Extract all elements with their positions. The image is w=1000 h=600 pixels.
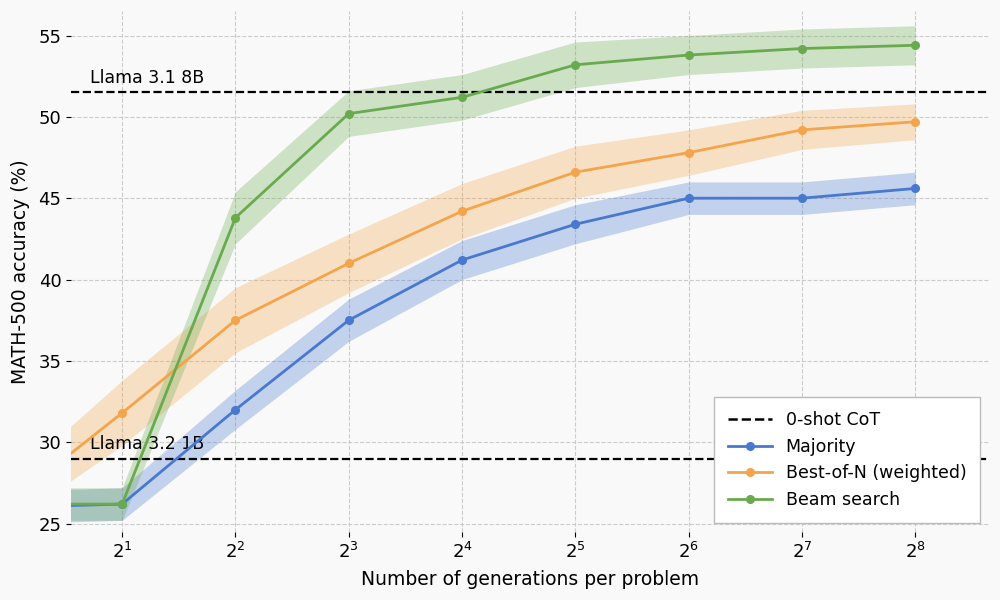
Best-of-N (weighted) [683,149,695,156]
Beam search [3,500,15,508]
Beam search [796,45,808,52]
Majority [796,194,808,202]
Best-of-N (weighted) [909,118,921,125]
Best-of-N (weighted) [569,169,581,176]
Majority [116,500,128,508]
Majority [909,185,921,192]
Y-axis label: MATH-500 accuracy (%): MATH-500 accuracy (%) [11,159,30,384]
Beam search [909,41,921,49]
Best-of-N (weighted) [229,317,241,324]
Beam search [343,110,355,117]
Line: Majority: Majority [5,185,919,511]
Beam search [683,52,695,59]
Majority [683,194,695,202]
Beam search [569,61,581,68]
Line: Best-of-N (weighted): Best-of-N (weighted) [5,118,919,506]
Legend: 0-shot CoT, Majority, Best-of-N (weighted), Beam search: 0-shot CoT, Majority, Best-of-N (weighte… [714,397,980,523]
Best-of-N (weighted) [343,260,355,267]
Best-of-N (weighted) [796,126,808,133]
Text: Llama 3.1 8B: Llama 3.1 8B [90,69,204,87]
Best-of-N (weighted) [3,499,15,506]
Majority [569,221,581,228]
Beam search [116,500,128,508]
Text: Llama 3.2 1B: Llama 3.2 1B [90,435,204,453]
Majority [456,256,468,263]
Best-of-N (weighted) [116,409,128,416]
Line: Beam search: Beam search [5,41,919,508]
Majority [343,317,355,324]
Beam search [456,94,468,101]
Beam search [229,214,241,221]
Majority [229,406,241,413]
Majority [3,504,15,511]
Best-of-N (weighted) [456,208,468,215]
X-axis label: Number of generations per problem: Number of generations per problem [361,570,699,589]
